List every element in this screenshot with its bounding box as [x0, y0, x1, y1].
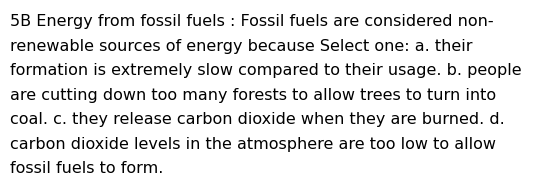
Text: are cutting down too many forests to allow trees to turn into: are cutting down too many forests to all…: [10, 87, 496, 102]
Text: coal. c. they release carbon dioxide when they are burned. d.: coal. c. they release carbon dioxide whe…: [10, 112, 505, 127]
Text: formation is extremely slow compared to their usage. b. people: formation is extremely slow compared to …: [10, 63, 522, 78]
Text: fossil fuels to form.: fossil fuels to form.: [10, 161, 163, 176]
Text: renewable sources of energy because Select one: a. their: renewable sources of energy because Sele…: [10, 39, 473, 54]
Text: carbon dioxide levels in the atmosphere are too low to allow: carbon dioxide levels in the atmosphere …: [10, 136, 496, 152]
Text: 5B Energy from fossil fuels : Fossil fuels are considered non-: 5B Energy from fossil fuels : Fossil fue…: [10, 14, 494, 29]
